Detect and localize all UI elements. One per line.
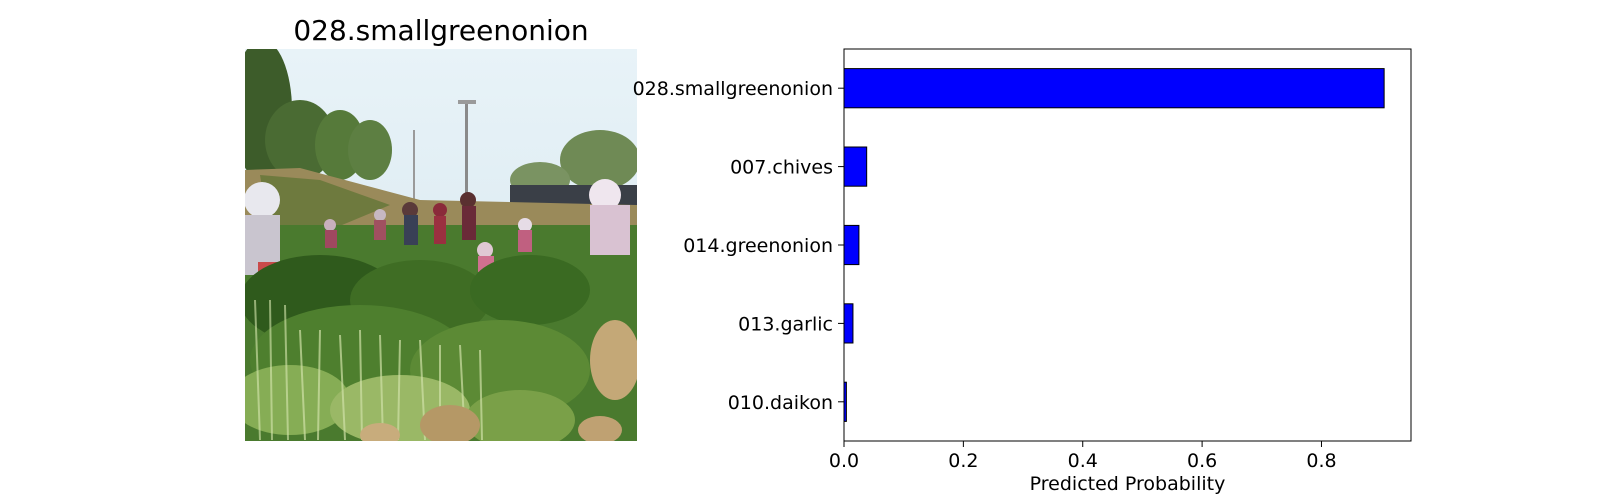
x-tick-label-1: 0.2 [948, 450, 978, 472]
green-onion-piles [245, 255, 590, 441]
light-poles [413, 100, 476, 210]
image-title: 028.smallgreenonion [293, 14, 589, 47]
x-axis-label: Predicted Probability [1030, 473, 1226, 495]
y-tick-label-0: 028.smallgreenonion [633, 78, 833, 100]
bar-1 [843, 146, 868, 187]
bar-3 [843, 303, 854, 344]
x-tick-label-2: 0.4 [1068, 450, 1098, 472]
x-tick-label-4: 0.8 [1306, 450, 1336, 472]
bar-2 [843, 224, 860, 266]
y-tick-label-4: 010.daikon [728, 392, 833, 414]
root-bundles [360, 320, 637, 441]
trees [245, 49, 637, 198]
bar-0 [843, 68, 1385, 109]
y-tick-label-1: 007.chives [730, 157, 833, 179]
y-tick-label-2: 014.greenonion [683, 235, 833, 257]
x-tick-label-3: 0.6 [1187, 450, 1217, 472]
x-tick-label-0: 0.0 [829, 450, 859, 472]
bar-4 [843, 381, 847, 422]
y-tick-label-3: 013.garlic [738, 313, 833, 335]
